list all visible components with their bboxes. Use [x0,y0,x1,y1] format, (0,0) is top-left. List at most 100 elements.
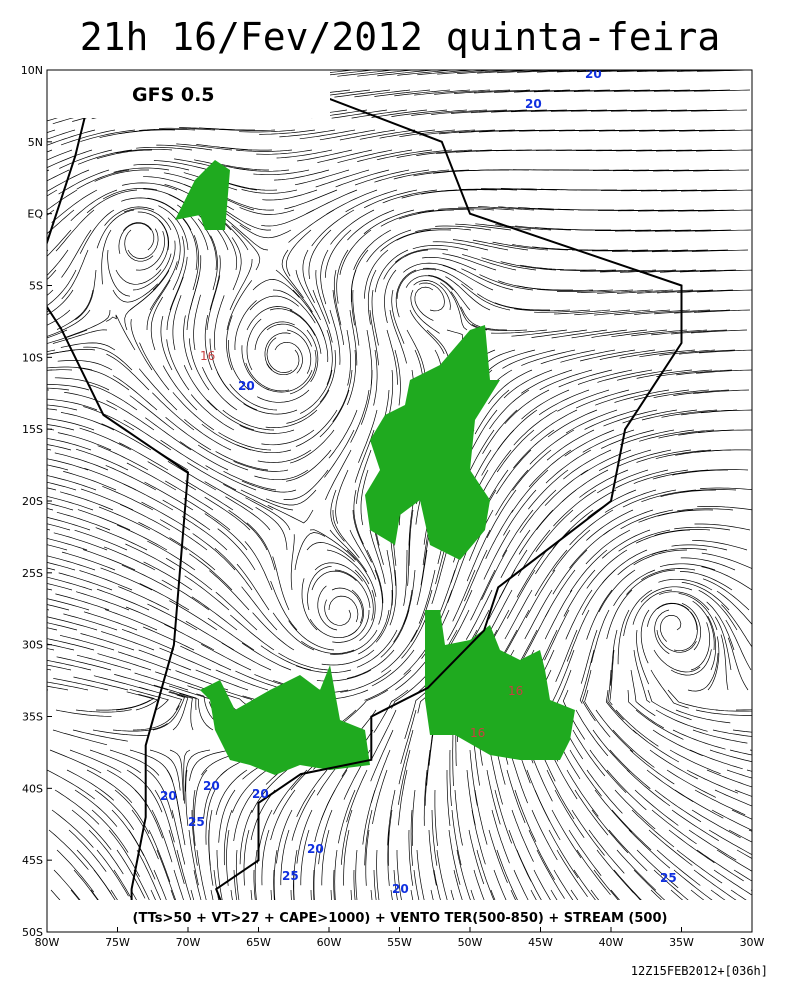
streamline [371,289,379,346]
streamline [593,89,651,92]
streamline [223,470,277,491]
streamline [673,611,698,652]
streamline [301,578,318,631]
lon-label: 60W [317,936,342,949]
streamline [93,675,149,691]
streamline [296,809,313,864]
streamline [654,609,670,655]
streamline [417,70,474,76]
streamline [411,789,416,846]
streamline [220,194,275,211]
lat-label: 20S [22,495,43,508]
streamline [461,268,514,291]
streamline [610,109,668,112]
streamline [47,659,92,671]
streamline [666,769,716,798]
lat-label: 15S [22,423,43,436]
streamline [373,349,378,406]
streamline [546,429,595,461]
streamline [95,699,151,711]
streamline [138,368,178,411]
streamline [369,309,379,366]
streamline [106,400,155,431]
streamline [733,869,752,882]
streamline [726,769,752,779]
streamline [189,749,231,781]
streamline [480,449,512,498]
streamline [721,604,752,648]
contour-label: 20 [307,842,324,856]
streamline [591,329,648,338]
streamline [391,289,405,344]
streamline [337,70,394,77]
streamline [658,429,715,439]
streamline [640,269,697,273]
streamline [56,289,94,330]
streamline [611,809,652,851]
streamline [273,849,278,906]
model-label: GFS 0.5 [132,84,215,106]
streamline [47,129,76,140]
contour-label: 20 [238,379,255,393]
streamline [182,516,228,551]
streamline [677,289,734,293]
streamline [324,599,351,626]
streamline [653,389,710,399]
streamline [146,279,171,331]
streamline [481,188,538,191]
streamline [356,629,398,668]
streamline [501,609,530,660]
streamline [513,409,558,446]
streamline [64,392,118,411]
streamline [169,256,188,311]
streamline [115,269,162,285]
streamline [47,189,78,211]
streamline [691,809,741,839]
streamline [513,429,555,469]
streamline [654,229,712,232]
streamline [405,275,454,291]
streamline [172,295,182,351]
title: 21h 16/Fev/2012 quinta-feira [80,15,721,59]
streamline [216,146,273,151]
streamline [334,849,338,906]
streamline [618,529,671,552]
streamline [352,289,360,346]
streamline [218,129,276,131]
streamline [636,369,693,379]
streamline [109,749,160,776]
streamline [116,849,146,899]
streamline [97,653,152,671]
streamline [152,694,185,731]
streamline [166,339,190,391]
streamline [469,749,478,806]
streamline [489,389,530,430]
green-area [200,665,370,775]
streamline [147,603,198,631]
streamline [660,489,717,497]
streamline [582,669,596,722]
streamline [655,449,712,460]
streamline [370,729,394,782]
streamline [631,809,675,848]
streamline [611,249,669,252]
streamline [701,189,752,192]
streamline [716,849,752,872]
streamline [307,565,332,611]
streamline [150,296,164,351]
streamline [622,489,677,508]
contour-label: 16 [200,349,215,363]
streamline [100,567,153,591]
streamline [632,729,680,763]
streamline [475,223,532,231]
streamline [675,709,731,724]
streamline [695,709,752,716]
streamline [104,206,155,226]
streamline [552,529,591,572]
streamline [415,227,472,232]
streamline [651,548,708,555]
streamline [153,684,197,711]
streamline [640,586,693,603]
streamline [101,423,152,451]
streamline [474,789,488,845]
